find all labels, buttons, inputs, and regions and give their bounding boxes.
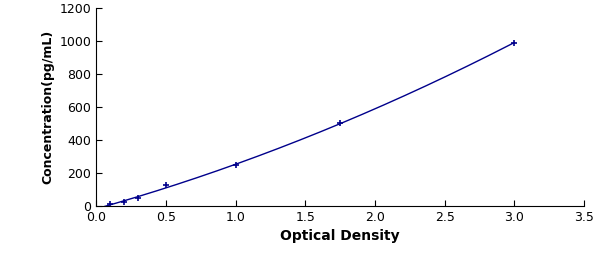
Y-axis label: Concentration(pg/mL): Concentration(pg/mL) bbox=[41, 30, 54, 184]
X-axis label: Optical Density: Optical Density bbox=[281, 229, 400, 243]
